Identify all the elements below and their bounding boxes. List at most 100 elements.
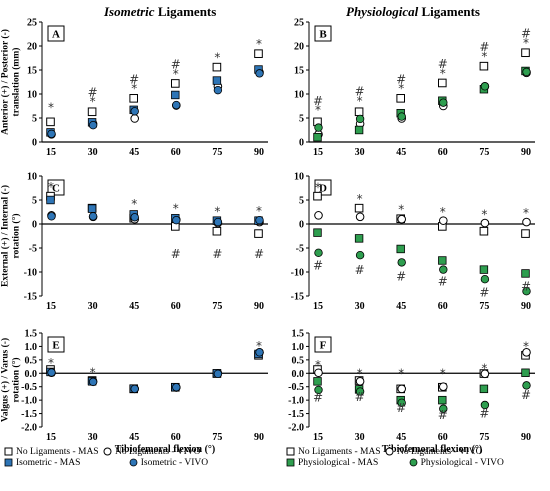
x-tick-label: 30 [355, 147, 365, 158]
legend-left-item-2: Isometric - MAS [4, 458, 80, 469]
data-point [355, 250, 365, 260]
y-tick-label: -1.0 [21, 396, 37, 407]
data-point [521, 269, 530, 278]
y-tick-label: 0.0 [292, 369, 305, 380]
significance-mark: * [48, 180, 54, 194]
legend-right: No Ligaments - MAS No Ligaments - VIVO P… [286, 447, 506, 469]
data-point [354, 234, 364, 243]
data-point [479, 384, 489, 394]
data-point [354, 203, 364, 213]
legend-right-item-2: Physiological - MAS [286, 458, 378, 469]
significance-mark: * [523, 36, 529, 50]
data-point [438, 78, 447, 88]
y-tick-label: -2.0 [21, 423, 37, 434]
data-point [255, 348, 264, 357]
data-point [355, 212, 365, 222]
legend-right-item-1: No Ligaments - VIVO [385, 447, 483, 458]
y-tick-label: 20 [294, 42, 304, 53]
x-tick-label: 15 [313, 301, 323, 312]
series-no-ligaments-vivo [314, 68, 531, 139]
x-tick-label: 75 [212, 301, 222, 312]
significance-mark: * [398, 82, 404, 96]
significance-mark: * [481, 207, 487, 221]
panel-label: A [52, 29, 60, 41]
data-point [397, 398, 406, 408]
significance-mark: * [131, 82, 137, 96]
significance-mark: * [523, 206, 529, 220]
series-no-ligaments-mas [46, 49, 263, 127]
series-physiological-vivo [314, 67, 531, 132]
significance-mark: # [313, 94, 323, 108]
significance-mark: # [355, 390, 365, 404]
series-isometric-vivo [47, 348, 264, 394]
data-point [87, 107, 97, 117]
legend-right-label-1: No Ligaments - VIVO [396, 447, 483, 457]
x-tick-label: 15 [313, 147, 323, 158]
significance-mark: # [171, 58, 181, 72]
series-isometric-vivo [47, 69, 264, 139]
y-tick-label: 0.5 [25, 355, 38, 366]
significance-mark: * [48, 100, 54, 114]
series-physiological-mas [313, 368, 530, 405]
y-tick-label: 0 [299, 138, 304, 149]
significance-mark: # [479, 286, 489, 300]
data-point [171, 90, 180, 100]
y-tick-label: -2.0 [288, 423, 304, 434]
data-point [255, 69, 264, 78]
data-point [480, 400, 490, 410]
y-tick-label: -1.0 [288, 396, 304, 407]
data-point [522, 348, 531, 357]
data-point [314, 385, 323, 395]
data-point [397, 112, 406, 121]
series-isometric-mas [46, 65, 263, 137]
data-point [522, 217, 531, 227]
significance-mark: # [171, 247, 181, 261]
data-point [354, 107, 364, 117]
y-tick-label: 10 [27, 90, 37, 101]
title-physiological: Physiological Ligaments [346, 4, 480, 20]
significance-mark: # [479, 40, 489, 54]
data-point [522, 67, 531, 77]
x-tick-label: 15 [46, 432, 56, 443]
significance-mark: # [129, 73, 139, 87]
panel-A: 0 5 10 15 20 25 15 30 45 60 75 90 A Anterior (+) / Po… [0, 18, 268, 158]
significance-mark: * [214, 205, 220, 219]
data-point [313, 377, 322, 386]
significance-mark: * [440, 205, 446, 219]
legend-left-item-3: Isometric - VIVO [129, 458, 208, 469]
data-point [355, 387, 365, 396]
x-tick-label: 30 [355, 301, 365, 312]
significance-mark: * [256, 204, 262, 218]
data-point [130, 114, 139, 123]
data-point [87, 204, 97, 213]
data-point [130, 107, 139, 116]
panel-label: E [52, 340, 59, 352]
significance-mark: # [313, 258, 323, 272]
significance-mark: # [521, 388, 531, 402]
data-point [438, 256, 447, 265]
y-tick-label: 1.0 [25, 342, 38, 353]
series-no-ligaments-mas [46, 350, 263, 394]
x-tick-label: 60 [171, 147, 181, 158]
significance-mark: * [440, 366, 446, 380]
x-axis-label: Tibiofemoral flexion (°) [115, 444, 215, 455]
significance-mark: * [214, 51, 220, 65]
x-tick-label: 90 [521, 432, 531, 443]
legend-right-label-2: Physiological - MAS [298, 458, 379, 468]
y-tick-label: -5 [296, 244, 304, 255]
series-isometric-mas [46, 195, 263, 225]
data-point [355, 377, 365, 386]
series-isometric-vivo [47, 212, 264, 227]
data-point [439, 98, 448, 107]
significance-mark: # [313, 390, 323, 404]
significance-mark: # [438, 57, 448, 71]
x-tick-label: 15 [46, 301, 56, 312]
series-no-ligaments-vivo [314, 348, 531, 394]
data-point [88, 212, 98, 221]
data-point [521, 368, 530, 377]
panel-label-box [47, 25, 65, 42]
panel-F: 1.5 1.0 0.5 0.0 -0.5 -1.0 -1.5 -2.0 15 30 45 60 75 90… [288, 329, 535, 455]
y-tick-label: -0.5 [21, 382, 37, 393]
y-tick-label: -10 [291, 268, 304, 279]
